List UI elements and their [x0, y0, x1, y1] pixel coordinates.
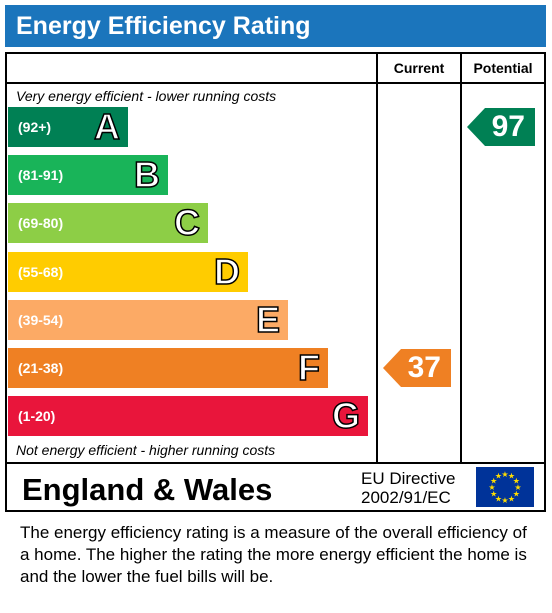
band-range-label: (69-80) — [18, 215, 64, 232]
band-letter: C — [173, 202, 201, 244]
band-letter: F — [297, 347, 321, 389]
svg-text:★: ★ — [508, 494, 515, 503]
svg-text:★: ★ — [508, 472, 515, 481]
band-range-label: (55-68) — [18, 263, 64, 280]
svg-text:★: ★ — [513, 477, 520, 486]
current-rating-arrow: 37 — [383, 349, 451, 387]
svg-text:★: ★ — [495, 472, 502, 481]
rating-table — [5, 52, 546, 512]
band-range-label: (1-20) — [18, 408, 56, 425]
svg-text:★: ★ — [501, 470, 508, 479]
band-letter: A — [93, 106, 121, 148]
footer-row-divider — [5, 462, 546, 464]
svg-text:★: ★ — [495, 494, 502, 503]
current-column-header: Current — [393, 60, 445, 76]
band-range-label: (39-54) — [18, 311, 64, 328]
page-title: Energy Efficiency Rating — [5, 5, 546, 47]
description-text: The energy efficiency rating is a measur… — [20, 523, 527, 586]
current-rating-arrow-value: 37 — [407, 351, 441, 384]
directive-line-1: EU Directive — [361, 469, 456, 488]
band-range-label: (21-38) — [18, 360, 64, 376]
top-caption: Very energy efficient - lower running co… — [16, 88, 277, 104]
band-c: (69-80) C — [8, 202, 208, 244]
potential-rating-arrow-value: 97 — [491, 110, 525, 143]
bottom-caption: Not energy efficient - higher running co… — [16, 442, 276, 458]
band-d: (55-68) D — [8, 250, 248, 292]
band-range-label: (92+) — [18, 119, 52, 135]
potential-column-divider — [460, 52, 462, 464]
potential-column-header: Potential — [473, 60, 533, 76]
band-e: (39-54) E — [8, 298, 288, 341]
band-letter: G — [331, 395, 361, 437]
band-letter: E — [255, 298, 281, 341]
directive-line-2: 2002/91/EC — [361, 488, 451, 507]
svg-text:★: ★ — [513, 490, 520, 499]
band-letter: D — [213, 250, 241, 292]
eu-flag-icon: ★ ★ ★ ★ ★ ★ ★ ★ ★ ★ ★ ★ — [476, 467, 534, 507]
svg-text:★: ★ — [490, 490, 497, 499]
svg-text:★: ★ — [490, 477, 497, 486]
band-letter: B — [133, 154, 161, 196]
svg-text:★: ★ — [514, 483, 521, 492]
band-a: (92+) A — [8, 106, 128, 148]
band-g: (1-20) G — [8, 395, 368, 437]
potential-rating-arrow: 97 — [467, 108, 535, 146]
band-f: (21-38) F — [8, 347, 328, 389]
country-label: England & Wales — [22, 472, 273, 507]
band-b: (81-91) B — [8, 154, 168, 196]
current-column-divider — [376, 52, 378, 464]
header-row-divider — [5, 82, 546, 84]
band-range-label: (81-91) — [18, 167, 64, 184]
svg-text:★: ★ — [501, 496, 508, 505]
svg-text:★: ★ — [488, 483, 495, 492]
